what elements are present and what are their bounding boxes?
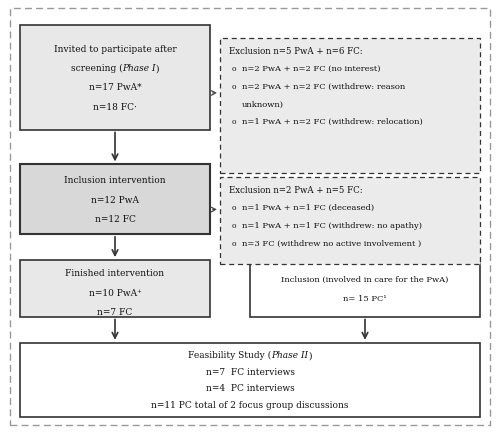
Text: n=2 PwA + n=2 FC (no interest): n=2 PwA + n=2 FC (no interest): [242, 65, 380, 72]
Text: Inclusion (involved in care for the PwA): Inclusion (involved in care for the PwA): [282, 275, 448, 283]
Text: Phase II: Phase II: [272, 351, 308, 359]
Text: Finished intervention: Finished intervention: [66, 269, 164, 278]
Bar: [20, 26, 210, 130]
Text: o: o: [232, 204, 236, 211]
Text: n=12 FC: n=12 FC: [94, 214, 136, 223]
Text: n=18 FC·: n=18 FC·: [93, 102, 137, 111]
Text: Exclusion n=5 PwA + n=6 FC:: Exclusion n=5 PwA + n=6 FC:: [229, 47, 362, 56]
Text: n=12 PwA: n=12 PwA: [91, 195, 139, 204]
Text: Invited to participate after: Invited to participate after: [54, 45, 176, 54]
Text: o: o: [232, 65, 236, 72]
Text: o: o: [232, 82, 236, 90]
Text: n=4  PC interviews: n=4 PC interviews: [206, 384, 294, 392]
Text: n=17 PwA*: n=17 PwA*: [88, 83, 142, 92]
Text: screening (: screening (: [70, 64, 122, 73]
Bar: [20, 343, 480, 417]
Text: ): ): [156, 64, 160, 73]
Text: n=10 PwA⁺: n=10 PwA⁺: [88, 288, 142, 297]
Bar: [220, 39, 480, 174]
Bar: [220, 178, 480, 265]
Text: Feasibility Study (: Feasibility Study (: [188, 351, 272, 359]
Text: ): ): [308, 351, 312, 359]
Text: o: o: [232, 239, 236, 247]
Bar: [20, 260, 210, 317]
Text: n=11 PC total of 2 focus group discussions: n=11 PC total of 2 focus group discussio…: [151, 400, 349, 409]
Bar: [20, 165, 210, 234]
Text: Exclusion n=2 PwA + n=5 FC:: Exclusion n=2 PwA + n=5 FC:: [229, 186, 362, 195]
Text: Inclusion intervention: Inclusion intervention: [64, 176, 166, 185]
Text: Phase I: Phase I: [122, 64, 156, 73]
Text: n=7  FC interviews: n=7 FC interviews: [206, 367, 294, 376]
Text: n=1 PwA + n=1 FC (withdrew: no apathy): n=1 PwA + n=1 FC (withdrew: no apathy): [242, 221, 422, 229]
Text: n=2 PwA + n=2 FC (withdrew: reason: n=2 PwA + n=2 FC (withdrew: reason: [242, 82, 405, 90]
Bar: [250, 260, 480, 317]
Text: n=7 FC: n=7 FC: [98, 307, 132, 316]
Text: n=3 FC (withdrew no active involvement ): n=3 FC (withdrew no active involvement ): [242, 239, 421, 247]
Text: n=1 PwA + n=1 FC (deceased): n=1 PwA + n=1 FC (deceased): [242, 204, 374, 211]
Text: o: o: [232, 221, 236, 229]
Text: unknown): unknown): [242, 100, 284, 108]
Text: n= 15 PC¹: n= 15 PC¹: [343, 294, 387, 302]
Text: o: o: [232, 118, 236, 126]
Text: n=1 PwA + n=2 FC (withdrew: relocation): n=1 PwA + n=2 FC (withdrew: relocation): [242, 118, 422, 126]
